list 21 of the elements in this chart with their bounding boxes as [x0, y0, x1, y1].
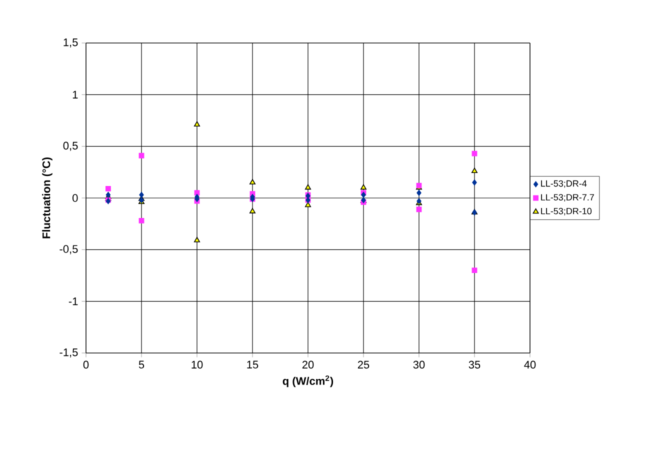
y-tick-label: -1,5	[60, 348, 78, 358]
legend-label: LL-53;DR-7.7	[541, 194, 594, 202]
legend-label: LL-53;DR-10	[541, 208, 592, 216]
y-tick-label: 1	[72, 90, 78, 98]
y-tick-label: -0,5	[60, 245, 78, 254]
x-axis-title: q (W/cm$^{2}$)	[282, 375, 334, 388]
legend-label: LL-53;DR-4	[541, 180, 587, 188]
x-tick-label: 35	[468, 360, 480, 369]
x-tick-label: 10	[192, 360, 203, 369]
y-tick-label: -1	[68, 298, 78, 306]
x-tick-label: 15	[247, 360, 258, 368]
x-tick-label: 5	[138, 360, 144, 368]
x-tick-label: 0	[83, 360, 89, 369]
x-tick-label: 40	[524, 360, 536, 369]
x-tick-label: 20	[302, 360, 314, 369]
x-tick-label: 25	[358, 360, 370, 369]
y-tick-label: 0,5	[63, 142, 78, 151]
y-tick-label: 0	[72, 194, 78, 202]
x-tick-label: 30	[413, 360, 425, 369]
y-tick-label: 1,5	[64, 38, 78, 48]
y-axis-title: Fluctuation (°C)	[42, 158, 52, 238]
